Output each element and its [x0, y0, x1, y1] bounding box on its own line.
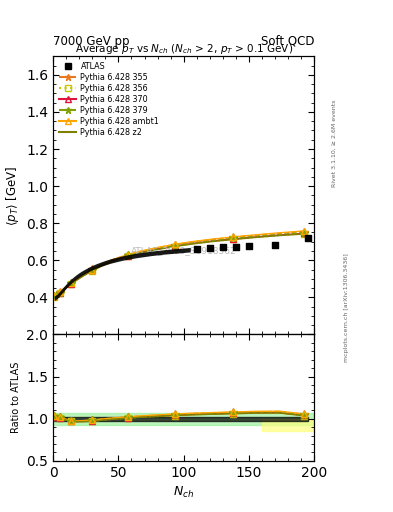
- Point: [272, 241, 278, 249]
- Point: [246, 242, 252, 250]
- X-axis label: $N_{ch}$: $N_{ch}$: [173, 485, 194, 500]
- Text: Rivet 3.1.10, ≥ 2.6M events: Rivet 3.1.10, ≥ 2.6M events: [332, 100, 337, 187]
- Point: [233, 243, 239, 251]
- Legend: ATLAS, Pythia 6.428 355, Pythia 6.428 356, Pythia 6.428 370, Pythia 6.428 379, P: ATLAS, Pythia 6.428 355, Pythia 6.428 35…: [57, 60, 161, 139]
- Text: ATLAS_2010_S8918562: ATLAS_2010_S8918562: [131, 246, 237, 255]
- Point: [305, 233, 311, 242]
- Text: Soft QCD: Soft QCD: [261, 35, 314, 48]
- Text: mcplots.cern.ch [arXiv:1306.3436]: mcplots.cern.ch [arXiv:1306.3436]: [344, 253, 349, 361]
- Text: 7000 GeV pp: 7000 GeV pp: [53, 35, 130, 48]
- Point: [207, 244, 213, 252]
- Title: Average $p_T$ vs $N_{ch}$ ($N_{ch}$ > 2, $p_T$ > 0.1 GeV): Average $p_T$ vs $N_{ch}$ ($N_{ch}$ > 2,…: [75, 42, 293, 56]
- Y-axis label: Ratio to ATLAS: Ratio to ATLAS: [11, 362, 21, 433]
- Y-axis label: $\langle p_T \rangle$ [GeV]: $\langle p_T \rangle$ [GeV]: [4, 165, 20, 225]
- Point: [194, 245, 200, 253]
- Point: [220, 243, 226, 251]
